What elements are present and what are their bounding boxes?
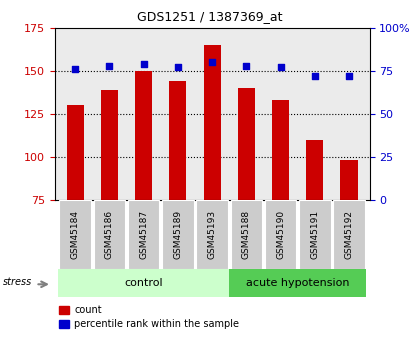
Bar — [67, 105, 84, 200]
Point — [72, 66, 79, 72]
FancyBboxPatch shape — [265, 200, 297, 269]
Text: GSM45189: GSM45189 — [173, 210, 182, 259]
Bar — [272, 100, 289, 200]
FancyBboxPatch shape — [197, 200, 228, 269]
FancyBboxPatch shape — [231, 200, 262, 269]
Text: control: control — [124, 278, 163, 288]
FancyBboxPatch shape — [58, 269, 229, 297]
Bar — [341, 160, 357, 200]
Text: GDS1251 / 1387369_at: GDS1251 / 1387369_at — [137, 10, 283, 23]
Point — [140, 61, 147, 67]
FancyBboxPatch shape — [162, 200, 194, 269]
FancyBboxPatch shape — [333, 200, 365, 269]
Bar — [169, 81, 186, 200]
Text: GSM45188: GSM45188 — [242, 210, 251, 259]
Text: GSM45192: GSM45192 — [344, 210, 354, 259]
Point — [277, 65, 284, 70]
Bar — [306, 140, 323, 200]
Text: stress: stress — [3, 277, 32, 286]
Text: GSM45190: GSM45190 — [276, 210, 285, 259]
FancyBboxPatch shape — [299, 200, 331, 269]
Point — [243, 63, 250, 68]
Point — [346, 73, 352, 79]
Text: GSM45186: GSM45186 — [105, 210, 114, 259]
Text: GSM45187: GSM45187 — [139, 210, 148, 259]
Text: GSM45193: GSM45193 — [207, 210, 217, 259]
Text: GSM45184: GSM45184 — [71, 210, 80, 259]
Point — [312, 73, 318, 79]
Bar — [101, 90, 118, 200]
Point — [174, 65, 181, 70]
Point — [106, 63, 113, 68]
FancyBboxPatch shape — [59, 200, 91, 269]
Text: GSM45191: GSM45191 — [310, 210, 319, 259]
Text: acute hypotension: acute hypotension — [246, 278, 349, 288]
FancyBboxPatch shape — [128, 200, 159, 269]
Bar — [135, 71, 152, 200]
Bar — [238, 88, 255, 200]
Legend: count, percentile rank within the sample: count, percentile rank within the sample — [60, 305, 239, 329]
FancyBboxPatch shape — [229, 269, 366, 297]
Point — [209, 59, 215, 65]
Bar — [204, 45, 220, 200]
FancyBboxPatch shape — [94, 200, 125, 269]
